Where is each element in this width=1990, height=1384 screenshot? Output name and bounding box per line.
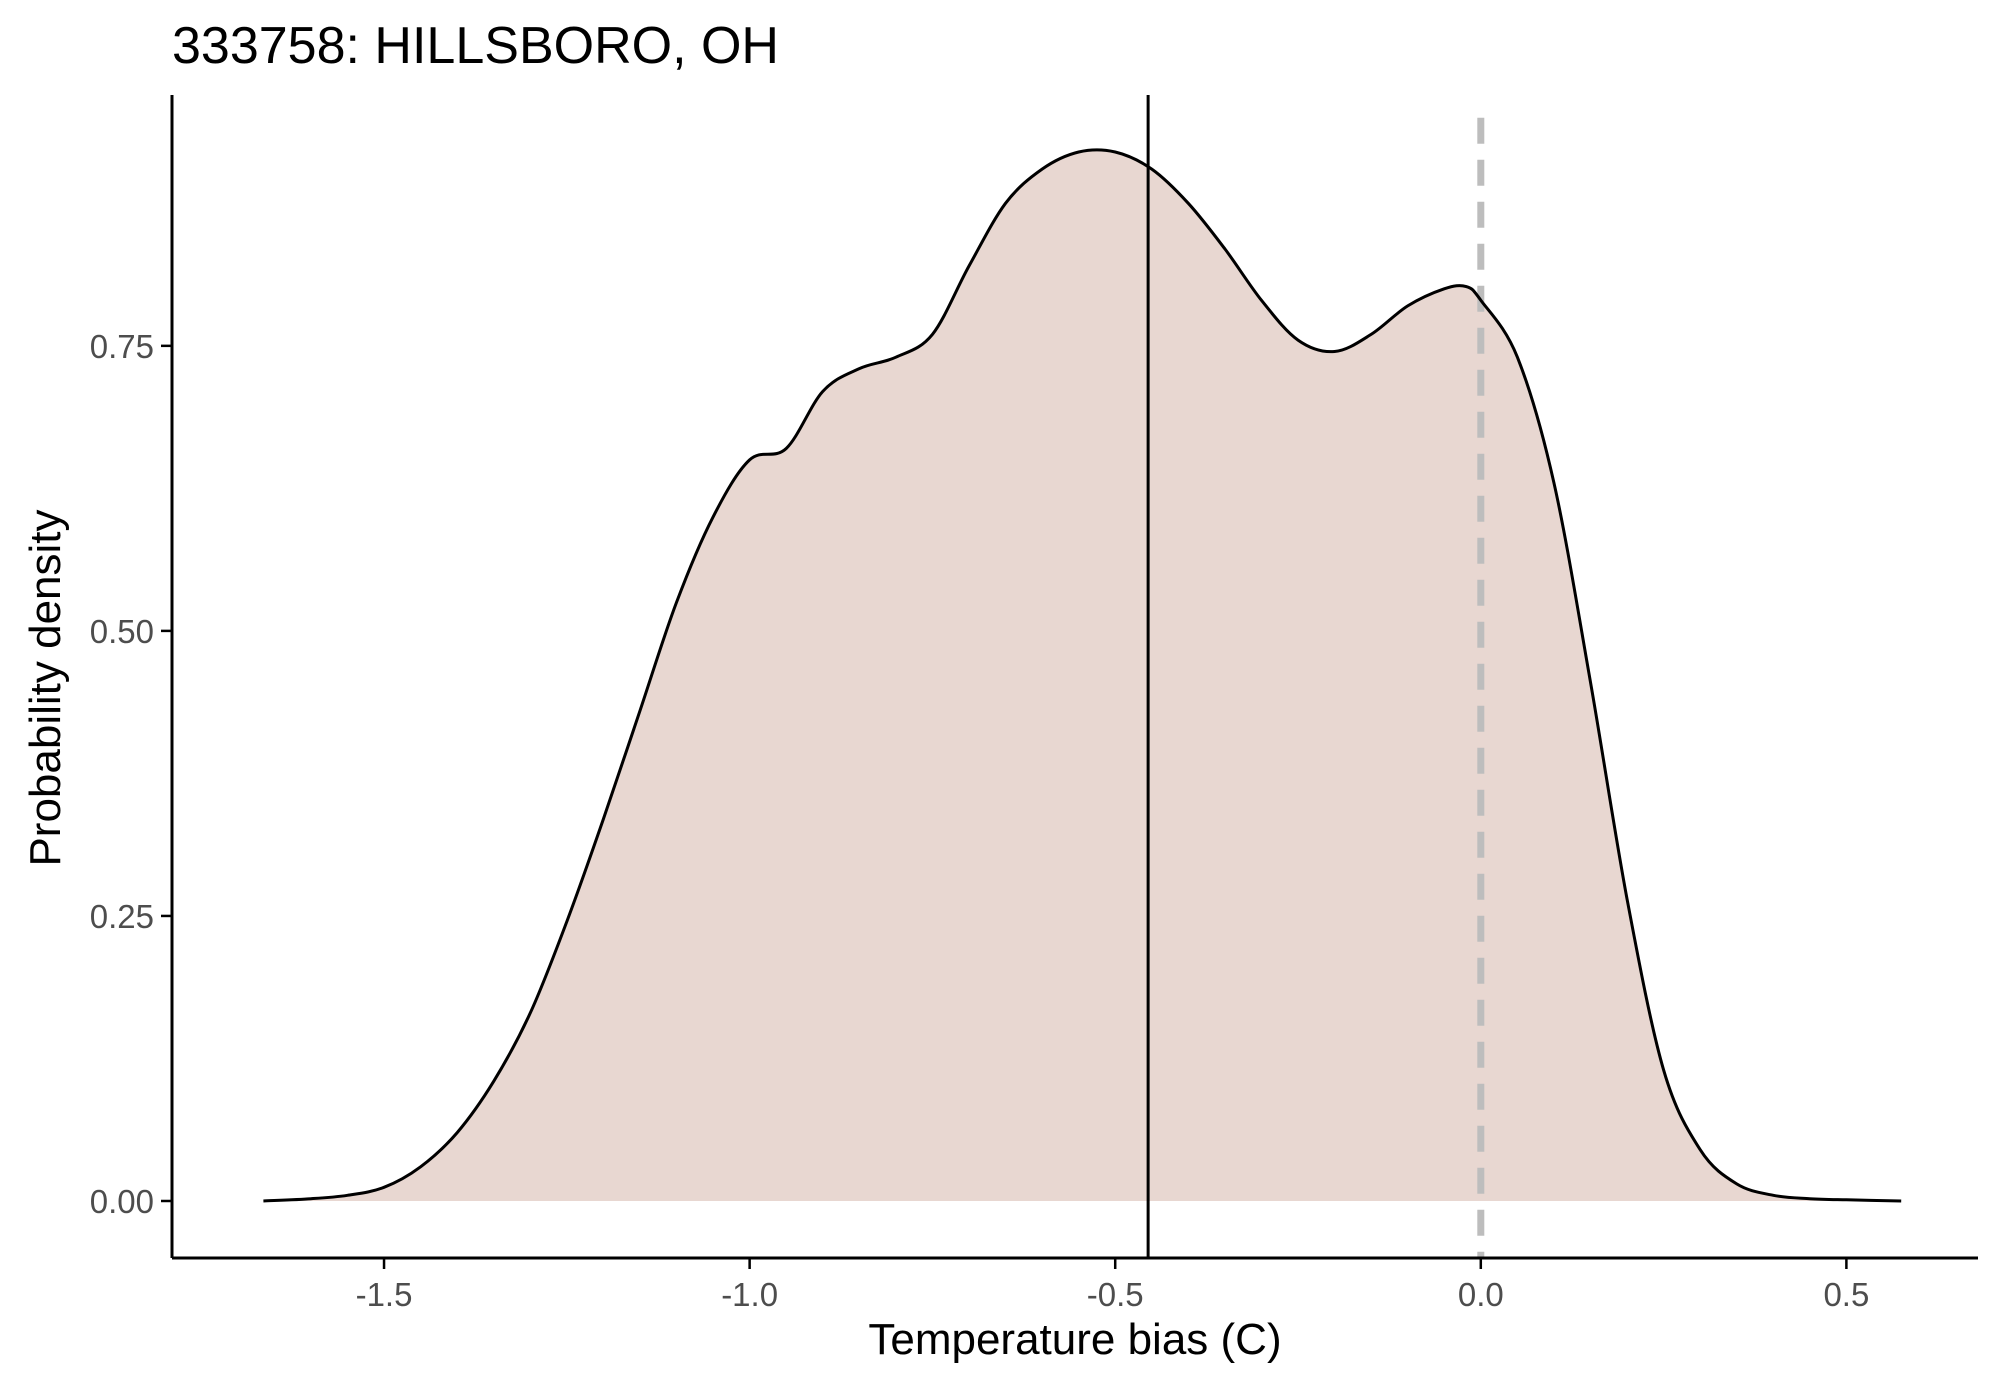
x-tick-label: -0.5 bbox=[1087, 1276, 1144, 1313]
density-area bbox=[263, 149, 1902, 1201]
x-axis-ticks: -1.5 -1.0 -0.5 0.0 0.5 bbox=[356, 1258, 1869, 1313]
y-tick-label: 0.50 bbox=[90, 613, 154, 650]
y-tick-label: 0.00 bbox=[90, 1183, 154, 1220]
y-axis-label: Probability density bbox=[21, 509, 70, 867]
y-tick-label: 0.25 bbox=[90, 898, 154, 935]
x-tick-label: -1.5 bbox=[356, 1276, 413, 1313]
x-tick-label: 0.5 bbox=[1823, 1276, 1869, 1313]
x-tick-label: 0.0 bbox=[1458, 1276, 1504, 1313]
y-axis-ticks: 0.00 0.25 0.50 0.75 bbox=[90, 328, 172, 1220]
x-axis-label: Temperature bias (C) bbox=[868, 1315, 1282, 1364]
x-tick-label: -1.0 bbox=[721, 1276, 778, 1313]
density-curve bbox=[263, 148, 1902, 1203]
y-tick-label: 0.75 bbox=[90, 328, 154, 365]
chart-title: 333758: HILLSBORO, OH bbox=[172, 17, 779, 75]
